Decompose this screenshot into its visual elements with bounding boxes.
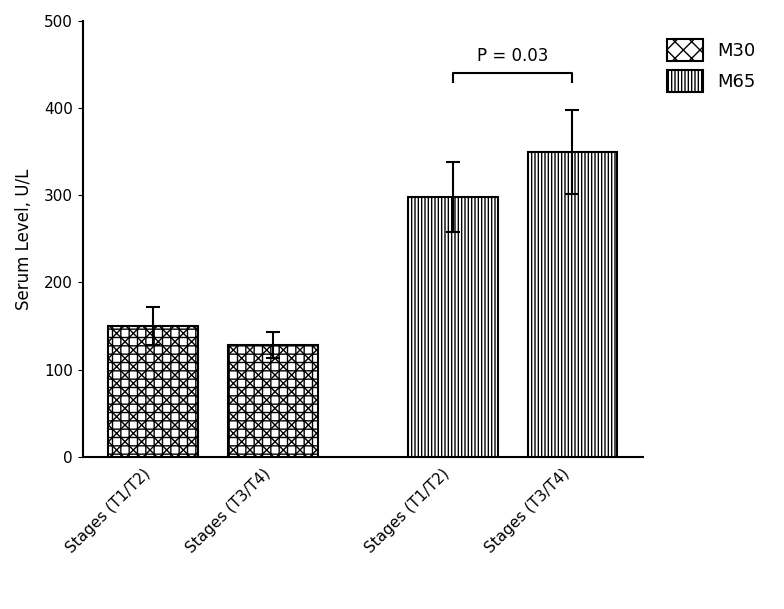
Bar <box>108 326 198 457</box>
Bar <box>408 197 498 457</box>
Bar <box>228 345 318 457</box>
Bar <box>108 326 198 457</box>
Bar <box>108 326 198 457</box>
Text: P = 0.03: P = 0.03 <box>477 46 548 65</box>
Y-axis label: Serum Level, U/L: Serum Level, U/L <box>15 168 33 309</box>
Bar <box>228 345 318 457</box>
Legend: M30, M65: M30, M65 <box>658 30 764 101</box>
Bar <box>228 345 318 457</box>
Bar <box>528 152 618 457</box>
